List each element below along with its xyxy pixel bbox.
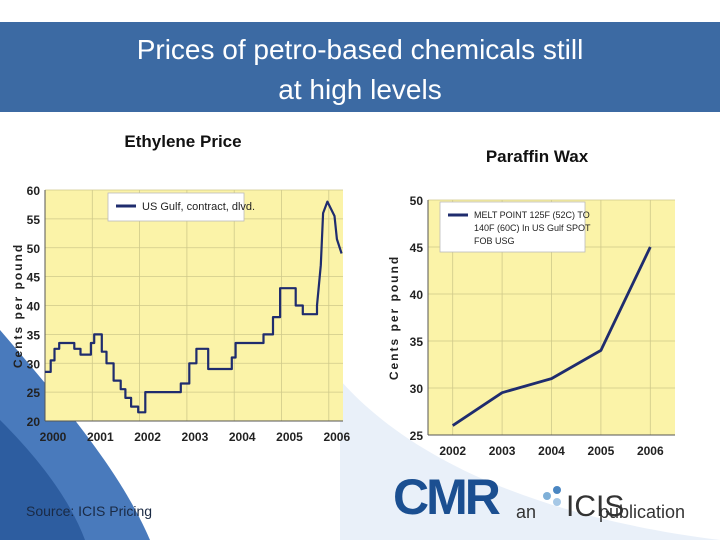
y-tick-label: 30 bbox=[27, 357, 41, 371]
source-note: Source: ICIS Pricing bbox=[26, 503, 153, 519]
series-line bbox=[451, 246, 652, 427]
y-tick-label: 40 bbox=[410, 288, 424, 302]
x-tick-label: 2003 bbox=[182, 430, 209, 444]
x-tick-label: 2002 bbox=[439, 444, 466, 458]
legend-label: FOB USG bbox=[474, 236, 515, 246]
x-tick-label: 2004 bbox=[538, 444, 565, 458]
y-tick-label: 45 bbox=[27, 271, 41, 285]
x-tick-label: 2003 bbox=[489, 444, 516, 458]
y-tick-label: 35 bbox=[410, 335, 424, 349]
y-tick-label: 50 bbox=[410, 194, 424, 208]
slide-title: Prices of petro-based chemicals still at… bbox=[30, 30, 690, 110]
x-tick-label: 2006 bbox=[637, 444, 664, 458]
y-tick-label: 30 bbox=[410, 382, 424, 396]
legend-label: 140F (60C) In US Gulf SPOT bbox=[474, 223, 591, 233]
logo-icis-text: ICIS bbox=[566, 490, 625, 523]
slide-title-line-2: at high levels bbox=[278, 74, 442, 105]
y-tick-label: 20 bbox=[27, 415, 41, 429]
logo-an-text: an bbox=[516, 502, 537, 522]
y-tick-label: 50 bbox=[27, 242, 41, 256]
x-tick-label: 2005 bbox=[276, 430, 303, 444]
logo-cmr-text: CMR bbox=[393, 469, 501, 525]
title-banner bbox=[0, 22, 720, 112]
chart-title: Ethylene Price bbox=[124, 132, 241, 151]
y-tick-label: 40 bbox=[27, 300, 41, 314]
x-tick-label: 2005 bbox=[588, 444, 615, 458]
chart-title: Paraffin Wax bbox=[486, 147, 589, 166]
y-tick-label: 35 bbox=[27, 328, 41, 342]
x-tick-label: 2000 bbox=[40, 430, 67, 444]
x-tick-label: 2006 bbox=[323, 430, 350, 444]
y-axis-label: Cents per pound bbox=[11, 243, 25, 368]
x-tick-label: 2004 bbox=[229, 430, 256, 444]
y-tick-label: 45 bbox=[410, 241, 424, 255]
x-tick-label: 2001 bbox=[87, 430, 114, 444]
cmr-icis-logo: CMR an ICIS publication bbox=[393, 469, 693, 528]
series-line bbox=[45, 200, 343, 414]
legend-box bbox=[439, 201, 586, 253]
icis-spark-icon bbox=[543, 486, 561, 506]
legend-label: US Gulf, contract, dlvd. bbox=[142, 201, 255, 213]
y-tick-label: 60 bbox=[27, 184, 41, 198]
y-tick-label: 55 bbox=[27, 213, 41, 227]
slide-title-line-1: Prices of petro-based chemicals still bbox=[136, 34, 584, 65]
legend-label: MELT POINT 125F (52C) TO bbox=[474, 210, 590, 220]
x-tick-label: 2002 bbox=[134, 430, 161, 444]
logo-publication-text: publication bbox=[599, 502, 686, 522]
y-axis-label: Cents per pound bbox=[387, 255, 401, 380]
y-tick-label: 25 bbox=[27, 386, 41, 400]
y-tick-label: 25 bbox=[410, 429, 424, 443]
